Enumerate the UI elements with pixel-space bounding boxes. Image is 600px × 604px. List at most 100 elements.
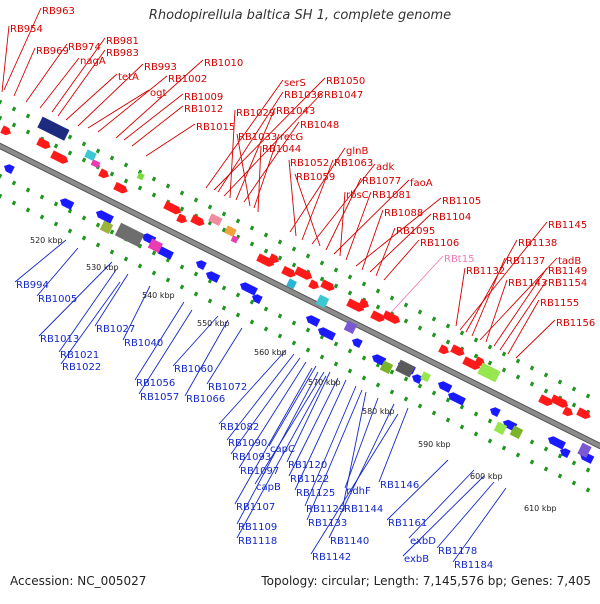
rna-gene-label[interactable]: RBt15 xyxy=(444,254,474,265)
gc-dot xyxy=(25,113,31,119)
forward-gene-label[interactable]: RB1048 xyxy=(300,120,339,131)
forward-gene-label[interactable]: RB1044 xyxy=(262,144,301,155)
forward-gene-label[interactable]: RB1154 xyxy=(548,278,587,289)
reverse-gene-label[interactable]: RB1021 xyxy=(60,350,99,361)
reverse-gene-label[interactable]: RB1056 xyxy=(136,378,175,389)
reverse-gene-label[interactable]: RB1072 xyxy=(208,382,247,393)
reverse-gene-label[interactable]: RB1140 xyxy=(330,536,369,547)
reverse-gene-label[interactable]: RB1097 xyxy=(240,466,279,477)
reverse-gene-label[interactable]: RB1109 xyxy=(238,522,277,533)
forward-gene-label[interactable]: RB1012 xyxy=(184,104,223,115)
reverse-gene-label[interactable]: RB1060 xyxy=(174,364,213,375)
reverse-gene-label[interactable]: RB1093 xyxy=(232,452,271,463)
forward-gene-label[interactable]: serS xyxy=(284,78,306,89)
forward-gene-label[interactable]: RB1077 xyxy=(362,176,401,187)
gc-dot xyxy=(53,221,59,227)
forward-gene-label[interactable]: RB1059 xyxy=(296,172,335,183)
kbp-tick-label: 530 kbp xyxy=(86,263,119,272)
forward-gene-label[interactable]: RB1145 xyxy=(548,220,587,231)
reverse-gene-label[interactable]: exbB xyxy=(404,554,429,565)
forward-gene-label[interactable]: ogt xyxy=(150,88,166,99)
gc-dot xyxy=(543,388,549,394)
forward-gene-label[interactable]: RB1015 xyxy=(196,122,235,133)
forward-gene-label[interactable]: RB1033 xyxy=(238,132,277,143)
forward-gene-label[interactable]: nagA xyxy=(80,56,106,67)
forward-gene-label[interactable]: RB1009 xyxy=(184,92,223,103)
forward-gene-label[interactable]: RB1081 xyxy=(372,190,411,201)
forward-gene-label[interactable]: RB1088 xyxy=(384,208,423,219)
forward-gene-label[interactable]: RB969 xyxy=(36,46,69,57)
label-connector xyxy=(288,159,297,237)
forward-gene-label[interactable]: RB1063 xyxy=(334,158,373,169)
forward-gene-arrow xyxy=(176,213,187,224)
forward-gene-label[interactable]: RB1155 xyxy=(540,298,579,309)
reverse-gene-label[interactable]: RB1122 xyxy=(290,474,329,485)
reverse-gene-label[interactable]: RB1161 xyxy=(388,518,427,529)
forward-gene-label[interactable]: glnB xyxy=(346,146,368,157)
label-connector xyxy=(385,255,444,319)
forward-gene-label[interactable]: RB1002 xyxy=(168,74,207,85)
gc-dot xyxy=(361,281,367,287)
forward-gene-label[interactable]: RB1132 xyxy=(466,266,505,277)
reverse-gene-label[interactable]: RB994 xyxy=(16,280,49,291)
reverse-gene-label[interactable]: RB1013 xyxy=(40,334,79,345)
forward-gene-label[interactable]: RB954 xyxy=(10,24,43,35)
forward-gene-label[interactable]: recG xyxy=(280,132,303,143)
reverse-gene-label[interactable]: RB1178 xyxy=(438,546,477,557)
reverse-gene-label[interactable]: RB1142 xyxy=(312,552,351,563)
reverse-gene-label[interactable]: RB1022 xyxy=(62,362,101,373)
reverse-gene-label[interactable]: RB1082 xyxy=(220,422,259,433)
reverse-gene-label[interactable]: RB1005 xyxy=(38,294,77,305)
label-connector xyxy=(345,191,372,261)
forward-gene-label[interactable]: tadB xyxy=(558,256,581,267)
reverse-gene-label[interactable]: capC xyxy=(270,444,295,455)
reverse-gene-label[interactable]: RB1184 xyxy=(454,560,493,571)
reverse-gene-label[interactable]: RB1040 xyxy=(124,338,163,349)
label-connector xyxy=(3,7,42,91)
forward-gene-label[interactable]: RB1047 xyxy=(324,90,363,101)
forward-gene-label[interactable]: RB1010 xyxy=(204,58,243,69)
reverse-gene-label[interactable]: RB1118 xyxy=(238,536,277,547)
forward-gene-label[interactable]: RB1156 xyxy=(556,318,595,329)
reverse-gene-label[interactable]: RB1144 xyxy=(344,504,383,515)
forward-gene-label[interactable]: faoA xyxy=(410,178,433,189)
reverse-gene-label[interactable]: RB1066 xyxy=(186,394,225,405)
forward-gene-label[interactable]: RB1104 xyxy=(432,212,471,223)
forward-gene-label[interactable]: RB1138 xyxy=(518,238,557,249)
forward-gene-label[interactable]: RB1149 xyxy=(548,266,587,277)
reverse-gene-label[interactable]: RB1090 xyxy=(228,438,267,449)
reverse-gene-label[interactable]: RB1129 xyxy=(306,504,345,515)
reverse-gene-label[interactable]: RB1146 xyxy=(380,480,419,491)
reverse-gene-label[interactable]: exbD xyxy=(410,536,436,547)
forward-gene-label[interactable]: RB1095 xyxy=(396,226,435,237)
reverse-gene-label[interactable]: RB1057 xyxy=(140,392,179,403)
reverse-gene-arrow xyxy=(318,327,336,341)
reverse-gene-label[interactable]: RB1107 xyxy=(236,502,275,513)
forward-gene-label[interactable]: RB1105 xyxy=(442,196,481,207)
forward-gene-label[interactable]: adk xyxy=(376,162,394,173)
reverse-gene-label[interactable]: RB1133 xyxy=(308,518,347,529)
forward-gene-label[interactable]: RB1143 xyxy=(508,278,547,289)
reverse-gene-label[interactable]: RB1125 xyxy=(296,488,335,499)
forward-gene-label[interactable]: RB983 xyxy=(106,48,139,59)
forward-gene-label[interactable]: RB993 xyxy=(144,62,177,73)
forward-gene-label[interactable]: RB1106 xyxy=(420,238,459,249)
forward-gene-label[interactable]: RB981 xyxy=(106,36,139,47)
reverse-gene-label[interactable]: RB1027 xyxy=(96,324,135,335)
forward-gene-label[interactable]: RB1052 xyxy=(290,158,329,169)
forward-gene-label[interactable]: RB1029 xyxy=(236,108,275,119)
forward-gene-label[interactable]: RB963 xyxy=(42,6,75,17)
forward-gene-label[interactable]: RB974 xyxy=(68,42,101,53)
forward-gene-label[interactable]: RB1043 xyxy=(276,106,315,117)
forward-gene-label[interactable]: RB1050 xyxy=(326,76,365,87)
reverse-gene-label[interactable]: RB1120 xyxy=(288,460,327,471)
reverse-gene-label[interactable]: capB xyxy=(256,482,281,493)
gc-dot xyxy=(403,318,409,324)
forward-gene-label[interactable]: RB1137 xyxy=(506,256,545,267)
reverse-gene-arrow xyxy=(252,294,263,305)
forward-gene-label[interactable]: rbsC xyxy=(346,190,369,201)
reverse-gene-label[interactable]: ndhF xyxy=(346,486,371,497)
forward-gene-label[interactable]: tetA xyxy=(118,72,139,83)
forward-gene-label[interactable]: RB1036 xyxy=(284,90,323,101)
